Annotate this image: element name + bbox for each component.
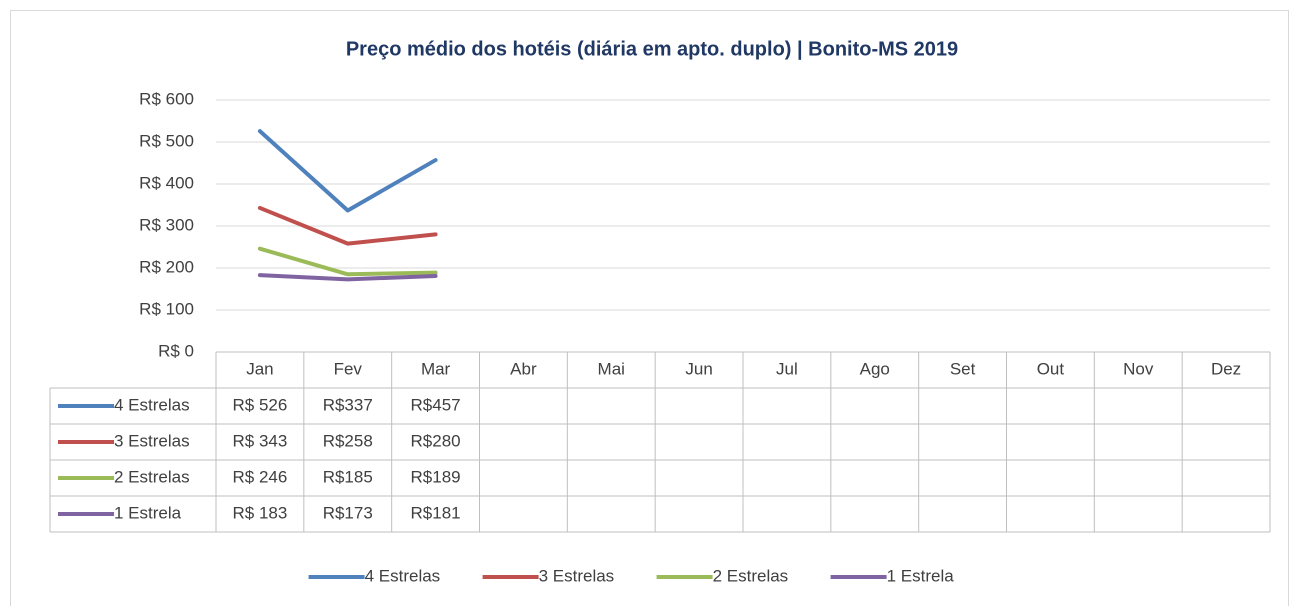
legend-label: 3 Estrelas [539,566,615,585]
y-tick-label: R$ 0 [158,341,194,360]
x-tick-label: Ago [860,359,890,378]
table-row-label: 2 Estrelas [114,467,190,486]
y-tick-label: R$ 100 [139,299,194,318]
table-row-label: 1 Estrela [114,503,182,522]
legend-label: 1 Estrela [887,566,955,585]
y-tick-label: R$ 300 [139,215,194,234]
x-tick-label: Jan [246,359,273,378]
series-line [257,129,438,213]
x-tick-label: Jun [685,359,712,378]
table-cell: R$280 [411,431,461,450]
x-tick-label: Out [1037,359,1065,378]
y-tick-label: R$ 500 [139,131,194,150]
series-line [257,205,438,246]
table-cell: R$457 [411,395,461,414]
y-tick-label: R$ 600 [139,89,194,108]
table-row-label: 4 Estrelas [114,395,190,414]
y-tick-label: R$ 400 [139,173,194,192]
legend-label: 4 Estrelas [365,566,441,585]
chart-title: Preço médio dos hotéis (diária em apto. … [346,38,958,60]
x-tick-label: Mai [598,359,625,378]
table-cell: R$ 343 [233,431,288,450]
table-cell: R$337 [323,395,373,414]
table-cell: R$189 [411,467,461,486]
x-tick-label: Mar [421,359,451,378]
legend-label: 2 Estrelas [713,566,789,585]
table-cell: R$185 [323,467,373,486]
x-tick-label: Jul [776,359,798,378]
table-cell: R$ 246 [233,467,288,486]
x-tick-label: Nov [1123,359,1154,378]
chart-frame [10,10,1289,606]
table-row-label: 3 Estrelas [114,431,190,450]
table-cell: R$ 526 [233,395,288,414]
y-tick-label: R$ 200 [139,257,194,276]
series-line [257,273,438,282]
table-cell: R$ 183 [233,503,288,522]
x-tick-label: Fev [334,359,363,378]
x-tick-label: Set [950,359,976,378]
table-cell: R$258 [323,431,373,450]
x-tick-label: Dez [1211,359,1241,378]
series-line [257,246,438,277]
x-tick-label: Abr [510,359,537,378]
table-cell: R$181 [411,503,461,522]
table-cell: R$173 [323,503,373,522]
